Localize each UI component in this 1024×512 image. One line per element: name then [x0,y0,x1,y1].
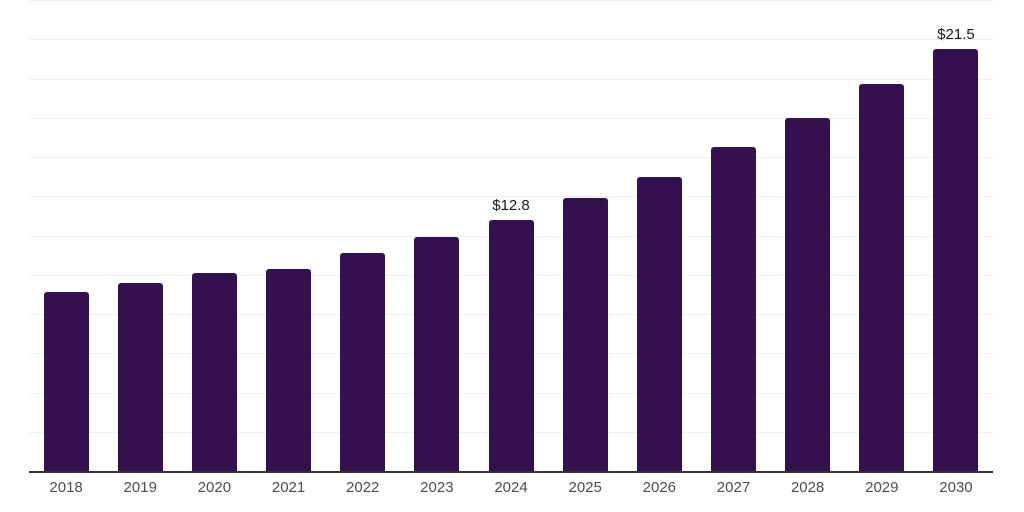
bar-cell-2022 [326,0,400,471]
bar-cell-2021 [251,0,325,471]
bar-2028 [785,117,831,471]
bar-2030 [933,49,979,471]
x-axis-tick-label-2019: 2019 [123,479,157,496]
bar-cell-2030: $21.5 [919,0,993,471]
bar-2025 [562,198,608,471]
gridline [29,157,993,159]
bar-cell-2018 [29,0,103,471]
x-axis-tick-label-2023: 2023 [420,479,454,496]
bar-2020 [191,272,237,471]
bar-cell-2025 [548,0,622,471]
bar-2029 [859,84,905,471]
x-axis-tick-label-2020: 2020 [197,479,232,496]
bar-cell-2024: $12.8 [474,0,548,471]
x-axis-tick-label-2018: 2018 [49,479,83,496]
bar-2019 [117,282,163,471]
bar-2022 [340,253,386,471]
x-axis-tick-label-2021: 2021 [271,479,306,496]
gridline [29,0,993,1]
gridline [29,196,993,198]
x-axis-tick-label-2029: 2029 [865,479,899,496]
x-axis-labels: 2018 2019 2020 2021 2022 2023 2024 2025 2026 2027… [29,479,993,496]
x-axis-tick-label-2024: 2024 [494,479,528,496]
bar-cell-2027 [696,0,770,471]
gridline [29,117,993,119]
gridline [29,78,993,80]
gridline [29,39,993,41]
x-axis-tick-label-2022: 2022 [346,479,380,496]
bar-cell-2028 [771,0,845,471]
x-axis-tick-label-2028: 2028 [790,479,825,496]
bar-2024 [488,219,534,471]
bar-value-label-2024: $12.8 [492,196,530,214]
bar-cell-2023 [400,0,474,471]
bar-cell-2029 [845,0,919,471]
bar-2027 [710,147,756,471]
x-axis-tick-label-2025: 2025 [568,479,602,496]
bar-value-label-2030: $21.5 [937,26,975,44]
bar-cell-2020 [177,0,251,471]
bar-2023 [414,237,460,471]
x-axis-tick-label-2026: 2026 [642,479,677,496]
x-axis-tick-label-2027: 2027 [716,479,751,496]
plot-area: $12.8 $21.5 [29,0,993,473]
bar-2021 [266,268,312,471]
bars-row: $12.8 $21.5 [29,0,993,471]
bar-2026 [636,176,682,471]
bar-2018 [43,292,89,471]
bar-cell-2019 [103,0,177,471]
x-axis-tick-label-2030: 2030 [939,479,973,496]
bar-cell-2026 [622,0,696,471]
